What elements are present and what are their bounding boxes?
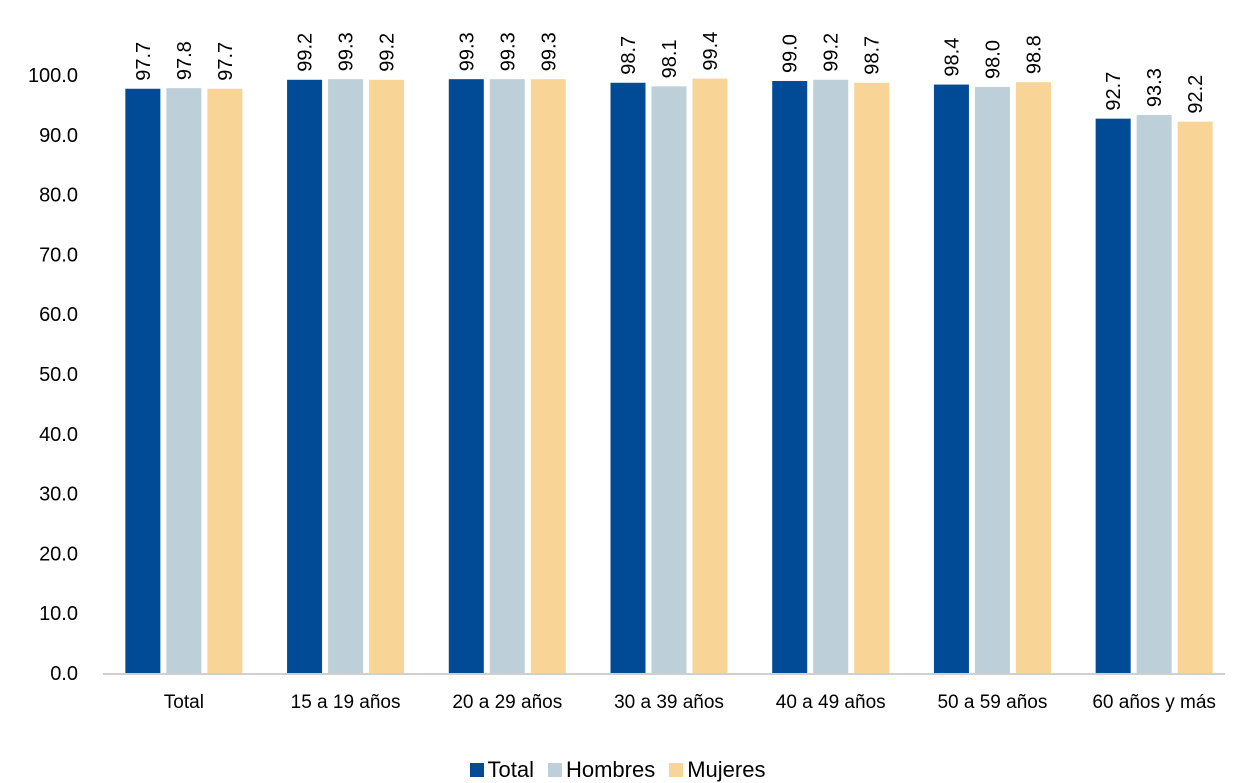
bar-total <box>448 79 484 674</box>
y-tick-label: 60.0 <box>39 304 78 326</box>
bar-hombres <box>974 86 1010 673</box>
bar-mujeres <box>1015 82 1051 673</box>
data-label: 99.2 <box>377 33 399 72</box>
bar-hombres <box>651 86 687 673</box>
bar-total <box>287 79 323 673</box>
data-label: 92.7 <box>1103 72 1125 111</box>
legend-swatch-hombres <box>547 763 562 777</box>
data-labels-group: 97.7 97.8 97.7 99.2 99.3 99.2 99.3 99.3 99.3 98.7… <box>133 32 1207 114</box>
bar-mujeres <box>692 78 728 673</box>
category-label: 40 a 49 años <box>776 692 886 713</box>
y-tick-label: 50.0 <box>39 364 78 386</box>
bar-total <box>933 84 969 674</box>
bar-hombres <box>328 79 364 674</box>
data-label: 99.2 <box>821 33 843 72</box>
data-label: 99.3 <box>538 32 560 71</box>
y-tick-label: 70.0 <box>39 244 78 266</box>
category-label: 15 a 19 años <box>291 692 401 713</box>
y-tick-label: 30.0 <box>39 484 78 506</box>
data-label: 98.8 <box>1023 35 1045 74</box>
category-label: 20 a 29 años <box>452 692 562 713</box>
bar-hombres <box>489 79 525 674</box>
legend-label-mujeres: Mujeres <box>687 757 766 782</box>
y-tick-label: 0.0 <box>50 663 78 685</box>
category-label: Total <box>164 692 204 713</box>
legend-item-total: Total <box>469 757 534 783</box>
y-tick-label: 10.0 <box>39 603 78 625</box>
bar-hombres <box>1136 115 1172 674</box>
legend: Total Hombres Mujeres <box>0 757 1235 783</box>
y-tick-label: 90.0 <box>39 125 78 147</box>
bar-mujeres <box>854 82 890 674</box>
data-label: 99.2 <box>295 33 317 72</box>
data-label: 99.4 <box>700 32 722 71</box>
data-label: 93.3 <box>1144 68 1166 107</box>
data-label: 99.0 <box>780 34 802 73</box>
data-label: 99.3 <box>497 32 519 71</box>
y-tick-label: 40.0 <box>39 424 78 446</box>
bar-total <box>610 82 646 674</box>
bar-total <box>772 80 808 674</box>
legend-swatch-total <box>469 763 484 777</box>
category-label: 30 a 39 años <box>614 692 724 713</box>
data-label: 98.7 <box>618 36 640 75</box>
data-label: 99.3 <box>456 32 478 71</box>
bar-mujeres <box>369 79 405 673</box>
data-label: 92.2 <box>1185 75 1207 114</box>
data-label: 97.8 <box>174 41 196 80</box>
data-label: 98.7 <box>862 36 884 75</box>
legend-label-hombres: Hombres <box>565 757 656 782</box>
data-label: 98.4 <box>941 38 963 77</box>
y-tick-label: 100.0 <box>28 65 78 87</box>
legend-label-total: Total <box>487 757 534 782</box>
y-axis: 0.0 10.0 20.0 30.0 40.0 50.0 60.0 70.0 80.0 90.0 1… <box>28 65 78 685</box>
legend-swatch-mujeres <box>669 763 684 777</box>
y-tick-label: 20.0 <box>39 543 78 565</box>
bar-mujeres <box>207 88 243 673</box>
bar-hombres <box>166 88 202 673</box>
bar-hombres <box>813 79 849 673</box>
bars-group <box>125 78 1213 674</box>
data-label: 99.3 <box>336 32 358 71</box>
legend-item-mujeres: Mujeres <box>669 757 765 783</box>
category-labels-group: Total 15 a 19 años 20 a 29 años 30 a 39 año… <box>164 692 1216 713</box>
data-label: 97.7 <box>215 42 237 81</box>
bar-mujeres <box>1177 121 1213 674</box>
category-label: 60 años y más <box>1092 692 1216 713</box>
bar-mujeres <box>530 79 566 674</box>
bar-total <box>1095 118 1131 674</box>
category-label: 50 a 59 años <box>937 692 1047 713</box>
bar-total <box>125 88 161 673</box>
data-label: 98.0 <box>982 40 1004 79</box>
legend-item-hombres: Hombres <box>547 757 656 783</box>
data-label: 98.1 <box>659 39 681 78</box>
y-tick-label: 80.0 <box>39 185 78 207</box>
data-label: 97.7 <box>133 42 155 81</box>
